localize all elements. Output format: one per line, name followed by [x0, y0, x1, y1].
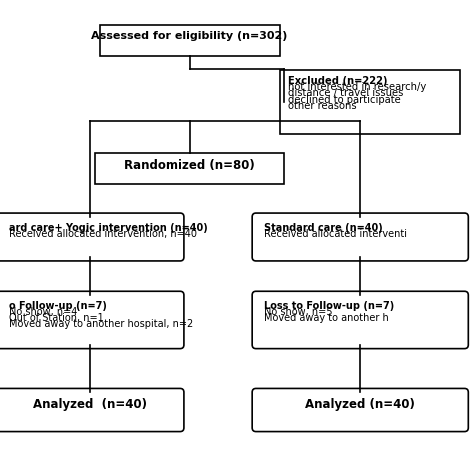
Text: Excluded (n=222): Excluded (n=222)	[288, 76, 388, 86]
FancyBboxPatch shape	[95, 153, 284, 183]
Text: Assessed for eligibility (n=302): Assessed for eligibility (n=302)	[91, 30, 288, 41]
Text: Moved away to another h: Moved away to another h	[264, 313, 389, 323]
FancyBboxPatch shape	[280, 70, 460, 134]
Text: No show, n=4: No show, n=4	[9, 307, 77, 317]
Text: Randomized (n=80): Randomized (n=80)	[124, 158, 255, 172]
Text: not interested in research/y: not interested in research/y	[288, 82, 427, 92]
Text: Standard care (n=40): Standard care (n=40)	[264, 223, 383, 233]
Text: Moved away to another hospital, n=2: Moved away to another hospital, n=2	[9, 319, 193, 329]
FancyBboxPatch shape	[100, 25, 280, 56]
Text: Analyzed  (n=40): Analyzed (n=40)	[33, 398, 147, 411]
Text: declined to participate: declined to participate	[288, 95, 401, 105]
Text: Loss to Follow-up (n=7): Loss to Follow-up (n=7)	[264, 301, 395, 311]
FancyBboxPatch shape	[0, 213, 184, 261]
FancyBboxPatch shape	[0, 389, 184, 431]
Text: Out of Station, n=1: Out of Station, n=1	[9, 313, 103, 323]
Text: ard care+ Yogic intervention (n=40): ard care+ Yogic intervention (n=40)	[9, 223, 207, 233]
Text: Received allocated interventi: Received allocated interventi	[264, 229, 408, 239]
Text: Received allocated intervention, n=40: Received allocated intervention, n=40	[9, 229, 197, 239]
FancyBboxPatch shape	[252, 389, 468, 431]
Text: Analyzed (n=40): Analyzed (n=40)	[305, 398, 415, 411]
Text: distance / travel issues: distance / travel issues	[288, 89, 403, 99]
Text: No show, n=5: No show, n=5	[264, 307, 333, 317]
FancyBboxPatch shape	[252, 291, 468, 349]
FancyBboxPatch shape	[252, 213, 468, 261]
Text: other reasons: other reasons	[288, 101, 357, 111]
FancyBboxPatch shape	[0, 291, 184, 349]
Text: o Follow-up (n=7): o Follow-up (n=7)	[9, 301, 106, 311]
